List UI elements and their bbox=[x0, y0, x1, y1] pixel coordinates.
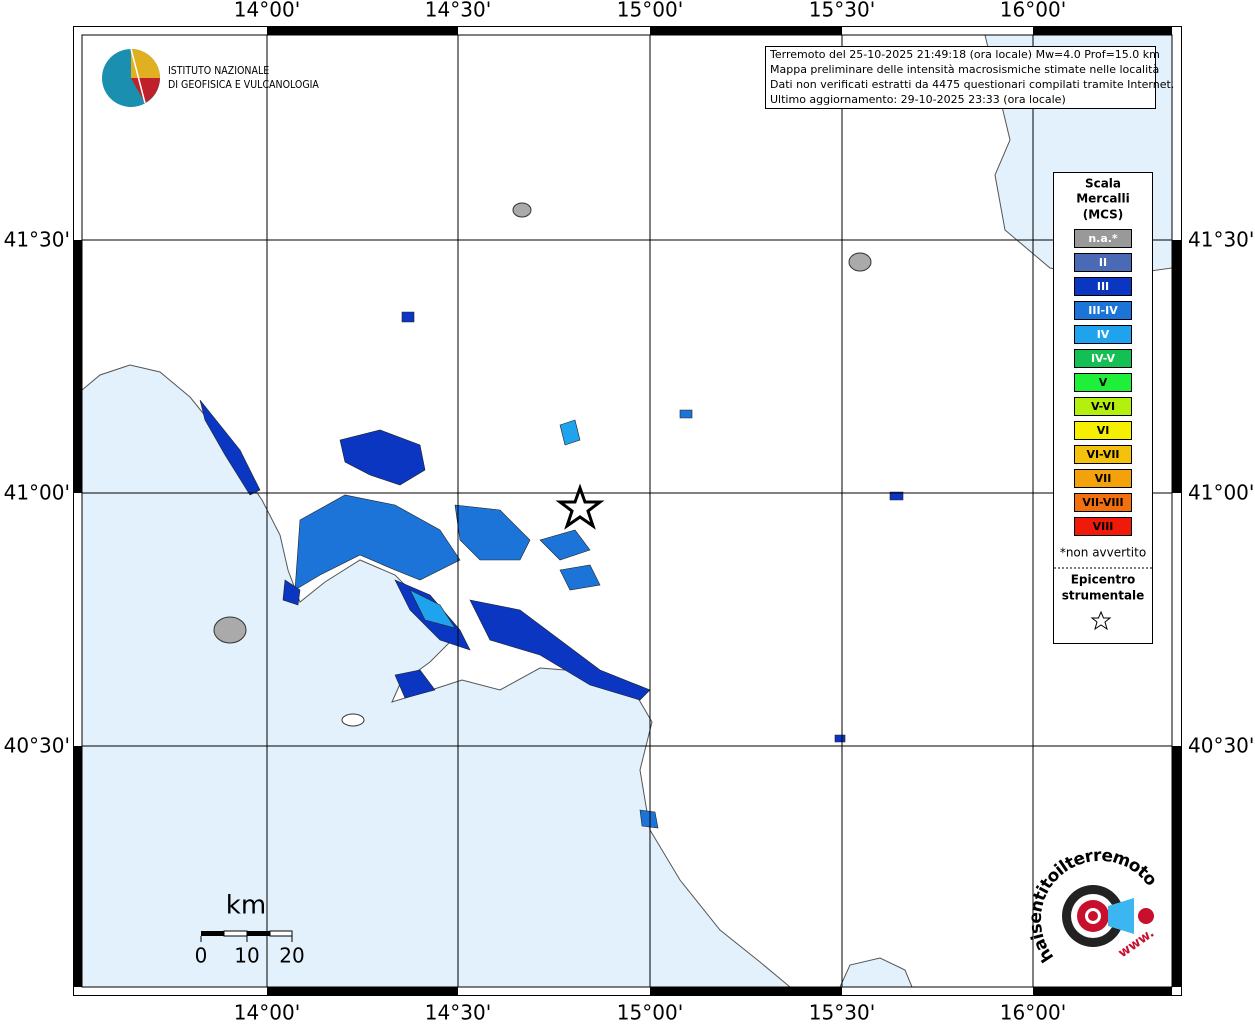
legend-swatch bbox=[1074, 253, 1132, 272]
info-line: Mappa preliminare delle intensità macros… bbox=[770, 63, 1159, 76]
legend-label: V-VI bbox=[1091, 400, 1115, 413]
legend-label: VI-VII bbox=[1086, 448, 1119, 461]
scale-unit: km bbox=[226, 891, 266, 921]
lon-label: 16°00' bbox=[1000, 1001, 1066, 1025]
info-line: Dati non verificati estratti da 4475 que… bbox=[770, 78, 1174, 91]
legend-swatch bbox=[1074, 277, 1132, 296]
legend-label: IV-V bbox=[1091, 352, 1116, 365]
info-line: Terremoto del 25-10-2025 21:49:18 (ora l… bbox=[769, 48, 1160, 61]
island bbox=[341, 713, 365, 727]
island bbox=[213, 616, 247, 644]
legend-star bbox=[1090, 610, 1112, 631]
lon-label: 14°30' bbox=[425, 0, 491, 22]
legend-label: IV bbox=[1097, 328, 1110, 341]
legend-label: III-IV bbox=[1088, 304, 1118, 317]
legend-swatch bbox=[1074, 517, 1132, 536]
lat-label: 41°30' bbox=[1188, 228, 1254, 252]
legend-title: Scala bbox=[1085, 177, 1121, 191]
legend-label: III bbox=[1097, 280, 1109, 293]
legend-label: II bbox=[1099, 256, 1107, 269]
scale-bar: km 0 10 20 bbox=[195, 891, 305, 968]
lon-label: 14°00' bbox=[234, 0, 300, 22]
legend-swatch bbox=[1074, 301, 1132, 320]
lon-label: 16°00' bbox=[1000, 0, 1066, 22]
legend-label: V bbox=[1099, 376, 1108, 389]
legend-swatch bbox=[1074, 397, 1132, 416]
scale-tick: 0 bbox=[195, 944, 208, 968]
logo-text: ISTITUTO NAZIONALE bbox=[168, 65, 269, 77]
ingv-logo: ISTITUTO NAZIONALE DI GEOFISICA E VULCAN… bbox=[102, 48, 319, 107]
lon-label: 15°30' bbox=[809, 0, 875, 22]
graticule bbox=[82, 35, 1172, 987]
legend: Scala Mercalli (MCS) *non avvertito Epic… bbox=[1053, 172, 1153, 644]
legend-swatch bbox=[1074, 469, 1132, 488]
lon-label: 15°00' bbox=[617, 1001, 683, 1025]
legend-epicenter: strumentale bbox=[1062, 589, 1145, 603]
lat-label: 40°30' bbox=[1188, 734, 1254, 758]
town bbox=[512, 202, 532, 218]
legend-label: n.a.* bbox=[1088, 232, 1118, 245]
lat-label: 41°30' bbox=[4, 228, 70, 252]
legend-label: VIII bbox=[1093, 520, 1114, 533]
legend-swatch bbox=[1074, 229, 1132, 248]
info-box: Terremoto del 25-10-2025 21:49:18 (ora l… bbox=[765, 46, 1174, 109]
lon-label: 15°00' bbox=[617, 0, 683, 22]
lat-label: 40°30' bbox=[4, 734, 70, 758]
legend-note: *non avvertito bbox=[1060, 546, 1146, 560]
lon-label: 15°30' bbox=[809, 1001, 875, 1025]
legend-label: VI bbox=[1097, 424, 1110, 437]
scale-tick: 10 bbox=[234, 944, 259, 968]
legend-swatch bbox=[1074, 493, 1132, 512]
lat-label: 41°00' bbox=[4, 481, 70, 505]
town bbox=[848, 252, 872, 272]
intensity-patches bbox=[199, 311, 904, 829]
logo-text: DI GEOFISICA E VULCANOLOGIA bbox=[168, 79, 319, 91]
legend-label: VII bbox=[1095, 472, 1112, 485]
epicenter bbox=[555, 483, 605, 530]
legend-epicenter: Epicentro bbox=[1071, 573, 1136, 587]
lat-label: 41°00' bbox=[1188, 481, 1254, 505]
legend-title: Mercalli bbox=[1076, 192, 1130, 206]
frame bbox=[73, 26, 1182, 996]
legend-swatch bbox=[1074, 373, 1132, 392]
lon-label: 14°00' bbox=[234, 1001, 300, 1025]
lon-label: 14°30' bbox=[425, 1001, 491, 1025]
legend-swatch bbox=[1074, 445, 1132, 464]
info-line: Ultimo aggiornamento: 29-10-2025 23:33 (… bbox=[770, 93, 1066, 106]
legend-swatch bbox=[1074, 325, 1132, 344]
legend-label: VII-VIII bbox=[1082, 496, 1123, 509]
scale-tick: 20 bbox=[279, 944, 304, 968]
legend-swatch bbox=[1074, 421, 1132, 440]
legend-title: (MCS) bbox=[1083, 208, 1124, 222]
legend-swatch bbox=[1074, 349, 1132, 368]
